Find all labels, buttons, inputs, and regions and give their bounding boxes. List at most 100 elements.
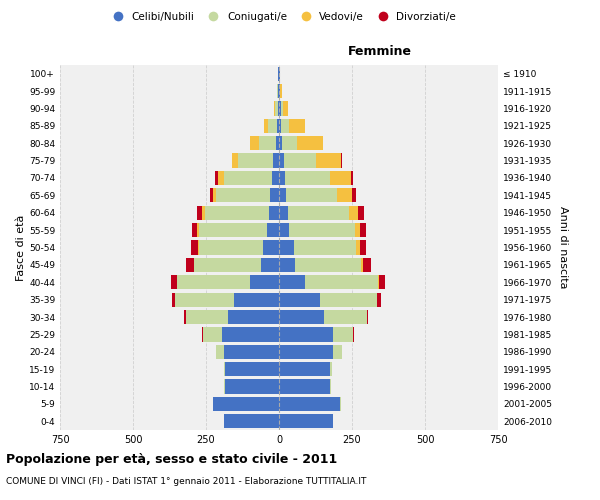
Bar xyxy=(250,136,259,150)
Bar xyxy=(216,344,224,359)
Bar xyxy=(185,258,194,272)
Y-axis label: Anni di nascita: Anni di nascita xyxy=(557,206,568,289)
Bar xyxy=(278,84,279,98)
Bar xyxy=(279,275,305,289)
Bar xyxy=(172,292,175,307)
Bar xyxy=(283,102,289,116)
Bar xyxy=(202,206,205,220)
Bar xyxy=(279,397,340,411)
Legend: Celibi/Nubili, Coniugati/e, Vedovi/e, Divorziati/e: Celibi/Nubili, Coniugati/e, Vedovi/e, Di… xyxy=(104,8,460,26)
Bar xyxy=(279,206,288,220)
Bar xyxy=(277,118,279,133)
Bar xyxy=(286,188,337,202)
Bar xyxy=(234,292,279,307)
Bar xyxy=(333,344,342,359)
Text: COMUNE DI VINCI (FI) - Dati ISTAT 1° gennaio 2011 - Elaborazione TUTTITALIA.IT: COMUNE DI VINCI (FI) - Dati ISTAT 1° gen… xyxy=(6,478,367,486)
Bar xyxy=(355,223,360,237)
Bar xyxy=(263,118,268,133)
Bar xyxy=(337,188,352,202)
Bar xyxy=(224,171,272,185)
Bar xyxy=(268,118,277,133)
Bar xyxy=(378,275,379,289)
Bar xyxy=(225,362,279,376)
Bar xyxy=(250,275,279,289)
Bar xyxy=(199,223,268,237)
Bar xyxy=(279,240,293,254)
Text: Femmine: Femmine xyxy=(348,44,412,58)
Bar xyxy=(214,397,279,411)
Bar xyxy=(197,206,202,220)
Bar xyxy=(279,344,333,359)
Bar xyxy=(279,118,281,133)
Bar xyxy=(279,102,281,116)
Bar xyxy=(377,292,381,307)
Bar xyxy=(175,292,234,307)
Bar xyxy=(222,328,279,342)
Bar xyxy=(361,258,363,272)
Bar xyxy=(270,188,279,202)
Bar xyxy=(324,310,367,324)
Bar xyxy=(341,154,342,168)
Bar xyxy=(279,328,333,342)
Bar xyxy=(289,223,355,237)
Bar xyxy=(185,310,228,324)
Bar xyxy=(224,414,279,428)
Bar xyxy=(192,223,197,237)
Bar xyxy=(281,118,289,133)
Bar xyxy=(279,362,330,376)
Bar xyxy=(281,102,283,116)
Bar xyxy=(352,188,356,202)
Bar xyxy=(295,258,361,272)
Bar xyxy=(279,310,324,324)
Bar xyxy=(305,275,378,289)
Bar xyxy=(279,154,284,168)
Bar xyxy=(215,171,218,185)
Bar xyxy=(356,240,360,254)
Bar xyxy=(284,154,316,168)
Bar xyxy=(282,136,296,150)
Bar xyxy=(320,292,377,307)
Bar xyxy=(228,310,279,324)
Bar xyxy=(288,206,349,220)
Y-axis label: Fasce di età: Fasce di età xyxy=(16,214,26,280)
Bar xyxy=(224,362,225,376)
Bar xyxy=(205,206,269,220)
Bar xyxy=(279,171,285,185)
Bar xyxy=(224,344,279,359)
Text: Popolazione per età, sesso e stato civile - 2011: Popolazione per età, sesso e stato civil… xyxy=(6,452,337,466)
Bar xyxy=(279,84,280,98)
Bar xyxy=(330,171,350,185)
Bar xyxy=(273,154,279,168)
Bar xyxy=(358,206,364,220)
Bar xyxy=(280,84,282,98)
Bar xyxy=(263,240,279,254)
Bar xyxy=(262,258,279,272)
Bar xyxy=(279,136,282,150)
Bar xyxy=(238,154,273,168)
Bar xyxy=(216,188,270,202)
Bar xyxy=(296,136,323,150)
Bar xyxy=(268,223,279,237)
Bar xyxy=(202,328,203,342)
Bar xyxy=(171,275,176,289)
Bar xyxy=(289,118,305,133)
Bar xyxy=(350,171,353,185)
Bar xyxy=(279,223,289,237)
Bar xyxy=(198,240,199,254)
Bar xyxy=(177,275,250,289)
Bar xyxy=(279,258,295,272)
Bar xyxy=(349,206,358,220)
Bar xyxy=(184,310,185,324)
Bar xyxy=(232,154,238,168)
Bar xyxy=(316,154,341,168)
Bar xyxy=(360,223,366,237)
Bar xyxy=(278,102,279,116)
Bar xyxy=(218,171,224,185)
Bar xyxy=(293,240,356,254)
Bar xyxy=(197,223,199,237)
Bar xyxy=(275,102,278,116)
Bar xyxy=(203,328,222,342)
Bar xyxy=(213,188,216,202)
Bar xyxy=(279,188,286,202)
Bar xyxy=(367,310,368,324)
